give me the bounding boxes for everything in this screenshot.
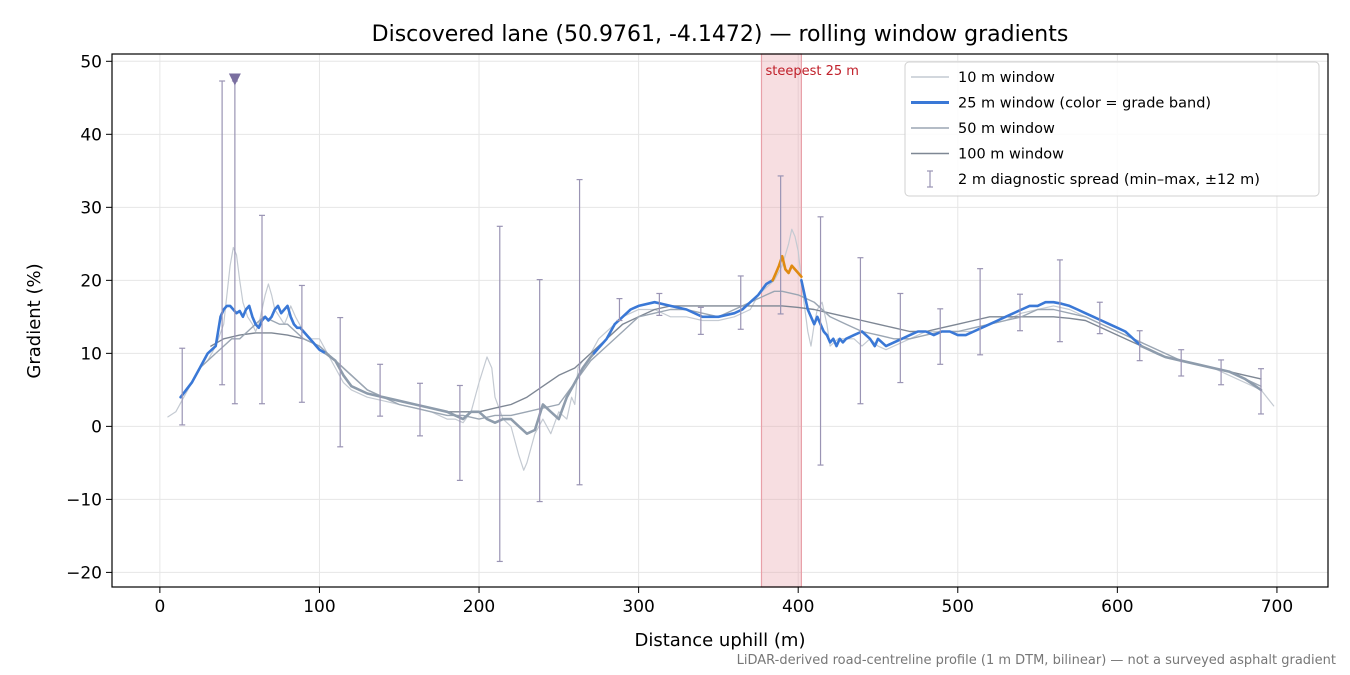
max-spread-marker — [228, 73, 241, 86]
x-tick-label: 200 — [463, 597, 495, 617]
x-tick-label: 500 — [942, 597, 974, 617]
chart-title: Discovered lane (50.9761, -4.1472) — rol… — [372, 22, 1069, 47]
marker-layer — [228, 73, 241, 86]
x-tick-label: 400 — [782, 597, 814, 617]
footnote: LiDAR-derived road-centreline profile (1… — [737, 653, 1336, 668]
series-line — [800, 279, 1143, 348]
legend-label: 50 m window — [958, 121, 1055, 137]
y-tick-label: 0 — [91, 417, 102, 437]
steepest-band-label: steepest 25 m — [765, 64, 858, 79]
tick-layer: 0 100 200 300 400 500 600 700 −20 −10 0 10 20 30 40 50 — [66, 52, 1293, 617]
legend-label: 2 m diagnostic spread (min–max, ±12 m) — [958, 172, 1260, 188]
errorbar-layer — [179, 80, 1264, 563]
y-tick-label: 50 — [80, 52, 102, 72]
x-axis-label: Distance uphill (m) — [635, 630, 806, 651]
y-tick-label: 40 — [80, 125, 102, 145]
x-tick-label: 100 — [303, 597, 335, 617]
series-line — [771, 254, 803, 282]
y-tick-label: −10 — [66, 490, 102, 510]
series-line — [1140, 344, 1263, 392]
x-tick-label: 0 — [154, 597, 165, 617]
y-tick-label: 30 — [80, 198, 102, 218]
legend-label: 25 m window (color = grade band) — [958, 96, 1211, 112]
steepest-band — [760, 53, 802, 588]
y-tick-label: −20 — [66, 563, 102, 583]
x-tick-label: 700 — [1261, 597, 1293, 617]
y-tick-label: 10 — [80, 344, 102, 364]
x-tick-label: 600 — [1101, 597, 1133, 617]
series-line — [191, 290, 1262, 420]
plot-frame — [111, 53, 1329, 588]
y-axis-label: Gradient (%) — [24, 263, 45, 378]
legend: 10 m window 25 m window (color = grade ba… — [904, 61, 1320, 197]
legend-box — [904, 61, 1320, 197]
legend-label: 100 m window — [958, 147, 1064, 163]
series-line — [179, 304, 328, 399]
series-line — [324, 352, 596, 435]
legend-label: 10 m window — [958, 70, 1055, 86]
y-tick-label: 20 — [80, 271, 102, 291]
x-tick-label: 300 — [622, 597, 654, 617]
